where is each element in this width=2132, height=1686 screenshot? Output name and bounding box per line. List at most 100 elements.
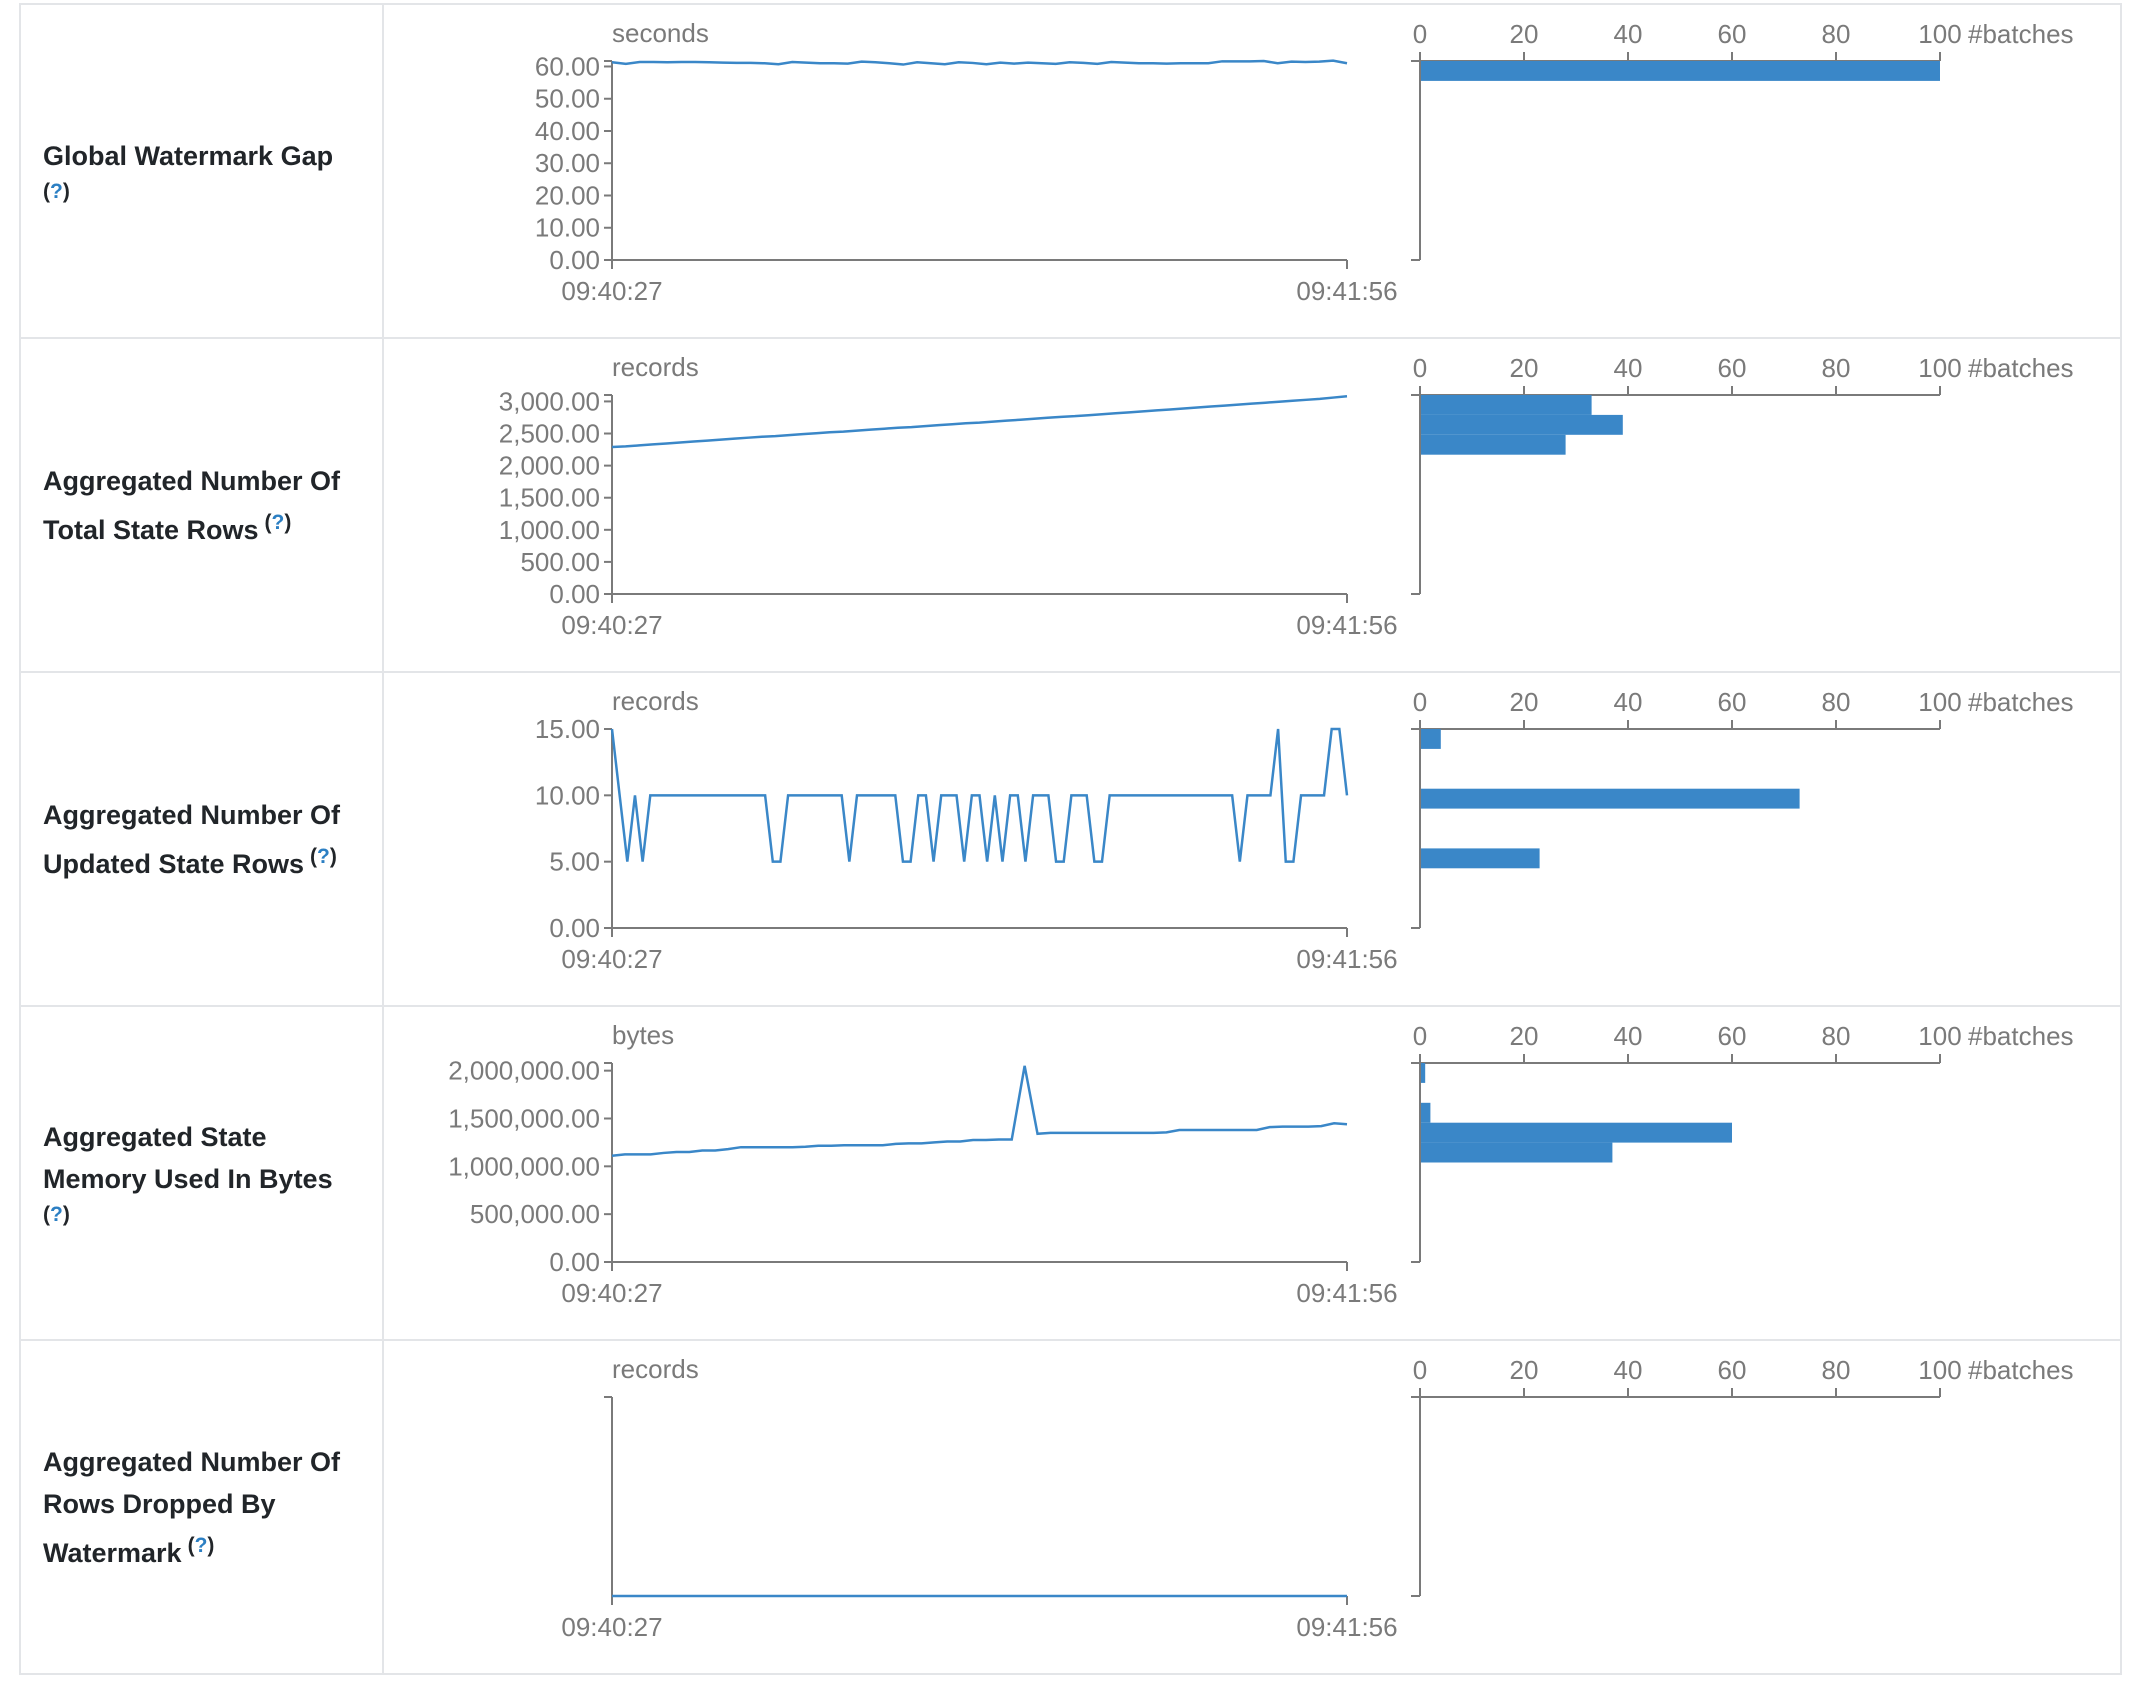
histogram-x-tick-label: 0	[1413, 687, 1427, 717]
metric-label-line: Updated State Rows	[43, 848, 305, 879]
y-tick-label: 1,000,000.00	[448, 1151, 600, 1181]
y-unit-label: records	[612, 352, 699, 382]
metric-label-line: Global Watermark Gap	[43, 141, 334, 171]
histogram-x-tick-label: 100	[1918, 1355, 1961, 1385]
metric-label-line: Aggregated State	[43, 1122, 267, 1152]
metric-charts: records 09:40:27 09:41:56 0.00500.001,000.0…	[499, 352, 2074, 640]
histogram-x-tick-label: 40	[1614, 687, 1643, 717]
chart-cell: bytes 09:40:27 09:41:56 0.00 500,000.00 1,000…	[384, 1007, 2120, 1339]
histogram-bar	[1421, 414, 1623, 435]
histogram-x-label: #batches	[1968, 1021, 2074, 1051]
help-tooltip-icon[interactable]: (?)	[43, 1200, 333, 1230]
metric-label-line: Aggregated Number Of	[43, 1446, 341, 1477]
histogram-bar	[1421, 395, 1592, 415]
series-line	[611, 1065, 1348, 1158]
question-mark-icon[interactable]: ?	[50, 180, 63, 203]
metric-label-line: Aggregated Number Of	[43, 799, 341, 830]
histogram-x-tick-label: 0	[1413, 1021, 1427, 1051]
y-tick-label: 5.00	[549, 847, 600, 877]
y-tick-label: 3,000.00	[499, 386, 600, 416]
histogram-x-tick-label: 60	[1718, 1355, 1747, 1385]
metric-label-line: Total State Rows	[43, 514, 259, 545]
question-mark-icon[interactable]: ?	[317, 844, 330, 868]
help-paren: (	[310, 844, 318, 868]
y-tick-label: 2,000,000.00	[448, 1056, 600, 1086]
y-unit-label: records	[612, 686, 699, 716]
y-tick-label: 0.00	[549, 579, 600, 609]
histogram-x-tick-label: 0	[1413, 1355, 1427, 1385]
histogram-x-tick-label: 80	[1822, 687, 1851, 717]
x-tick-label: 09:41:56	[1296, 1612, 1397, 1642]
y-unit-label: records	[612, 1354, 699, 1384]
histogram-x-label: #batches	[1968, 687, 2074, 717]
help-paren: )	[207, 1533, 215, 1557]
y-tick-label: 0.00	[549, 1247, 600, 1277]
metric-charts: records 09:40:27 09:41:56 0.00 5.00 10.00 15.0…	[535, 686, 2074, 974]
histogram-x-tick-label: 100	[1918, 19, 1961, 49]
metric-label: Aggregated State Memory Used In Bytes (?)	[43, 1116, 333, 1230]
histogram-x-tick-label: 20	[1510, 353, 1539, 383]
y-tick-label: 2,000.00	[499, 451, 600, 481]
metric-label: Global Watermark Gap (?)	[43, 135, 333, 207]
help-tooltip-icon[interactable]: (?)	[188, 1534, 215, 1557]
metric-label-cell: Aggregated State Memory Used In Bytes (?)	[21, 1007, 384, 1339]
histogram-x-tick-label: 40	[1614, 19, 1643, 49]
y-tick-label: 0.00	[549, 913, 600, 943]
histogram-x-tick-label: 0	[1413, 19, 1427, 49]
question-mark-icon[interactable]: ?	[271, 510, 285, 534]
y-tick-label: 1,500.00	[499, 483, 600, 513]
histogram-x-tick-label: 80	[1822, 1355, 1851, 1385]
y-tick-label: 15.00	[535, 714, 600, 744]
y-tick-label: 1,000.00	[499, 515, 600, 545]
x-tick-label: 09:40:27	[561, 1612, 662, 1642]
metric-label-cell: Aggregated Number Of Total State Rows (?)	[21, 339, 384, 671]
x-tick-label: 09:40:27	[561, 944, 662, 974]
y-unit-label: bytes	[612, 1020, 674, 1050]
y-tick-label: 30.00	[535, 148, 600, 178]
histogram-x-tick-label: 40	[1614, 1021, 1643, 1051]
metric-label-line: Aggregated Number Of	[43, 465, 341, 496]
histogram-x-tick-label: 100	[1918, 353, 1961, 383]
histogram-x-label: #batches	[1968, 353, 2074, 383]
help-paren: (	[43, 1203, 50, 1226]
metric-row: Global Watermark Gap (?) seconds 09:40:27 09…	[21, 5, 2120, 339]
y-tick-label: 40.00	[535, 116, 600, 146]
histogram-x-tick-label: 80	[1822, 353, 1851, 383]
histogram-x-tick-label: 60	[1718, 1021, 1747, 1051]
metric-label: Aggregated Number Of Updated State Rows (?…	[43, 794, 340, 885]
series-line	[610, 727, 1349, 863]
help-paren: (	[264, 510, 272, 534]
histogram-x-tick-label: 20	[1510, 687, 1539, 717]
help-tooltip-icon[interactable]: (?)	[43, 177, 333, 207]
histogram-x-tick-label: 60	[1718, 353, 1747, 383]
histogram-x-tick-label: 0	[1413, 353, 1427, 383]
histogram-x-tick-label: 20	[1510, 1021, 1539, 1051]
help-paren: )	[284, 510, 292, 534]
metric-label-line: Rows Dropped By	[43, 1488, 276, 1519]
y-tick-label: 500.00	[520, 547, 600, 577]
help-paren: (	[43, 180, 50, 203]
metric-charts: records 09:40:27 09:41:56 0 20 40 60 80 100 #batc…	[561, 1354, 2074, 1642]
histogram-x-tick-label: 80	[1822, 1021, 1851, 1051]
y-tick-label: 50.00	[535, 84, 600, 114]
histogram-bar	[1421, 1142, 1613, 1163]
metric-label-line: Memory Used In Bytes	[43, 1164, 333, 1194]
question-mark-icon[interactable]: ?	[194, 1533, 208, 1557]
help-tooltip-icon[interactable]: (?)	[265, 511, 292, 534]
question-mark-icon[interactable]: ?	[50, 1203, 63, 1226]
metric-row: Aggregated Number Of Updated State Rows (?…	[21, 673, 2120, 1007]
x-tick-label: 09:40:27	[561, 610, 662, 640]
series-line	[611, 59, 1348, 66]
help-tooltip-icon[interactable]: (?)	[310, 845, 337, 868]
metric-label-cell: Aggregated Number Of Rows Dropped By Water…	[21, 1341, 384, 1673]
y-tick-label: 0.00	[549, 245, 600, 275]
histogram-x-label: #batches	[1968, 1355, 2074, 1385]
series-line	[611, 395, 1348, 449]
metric-label-cell: Global Watermark Gap (?)	[21, 5, 384, 337]
y-tick-label: 500,000.00	[470, 1199, 600, 1229]
metric-row: Aggregated Number Of Rows Dropped By Water…	[21, 1341, 2120, 1675]
metrics-table: Global Watermark Gap (?) seconds 09:40:27 09…	[19, 3, 2122, 1675]
metric-label-cell: Aggregated Number Of Updated State Rows (?…	[21, 673, 384, 1005]
y-tick-label: 1,500,000.00	[448, 1103, 600, 1133]
x-tick-label: 09:40:27	[561, 1278, 662, 1308]
